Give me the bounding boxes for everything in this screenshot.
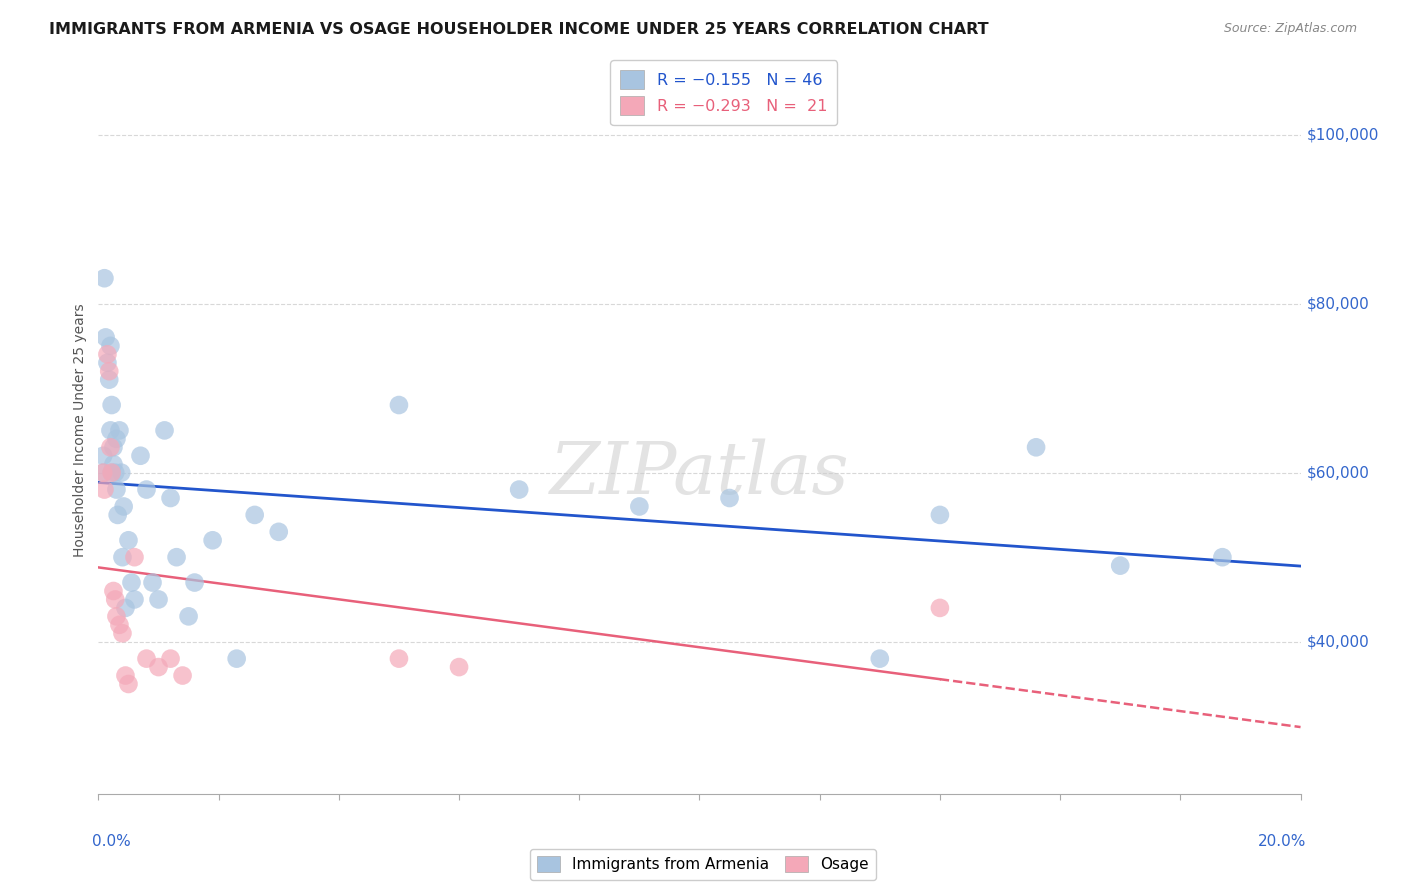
Point xyxy=(100,398,122,412)
Point xyxy=(96,356,118,370)
Point xyxy=(111,550,134,565)
Point xyxy=(94,330,117,344)
Point xyxy=(100,339,122,353)
Point xyxy=(117,533,139,548)
Point xyxy=(110,466,132,480)
Point xyxy=(135,651,157,665)
Point xyxy=(108,424,131,438)
Point xyxy=(93,271,115,285)
Text: ZIPatlas: ZIPatlas xyxy=(550,439,849,509)
Point xyxy=(104,466,127,480)
Point xyxy=(104,592,127,607)
Point xyxy=(114,668,136,682)
Point xyxy=(628,500,651,514)
Point xyxy=(159,651,181,665)
Point xyxy=(107,508,129,522)
Point xyxy=(718,491,741,505)
Point xyxy=(105,483,128,497)
Text: $40,000: $40,000 xyxy=(1306,634,1369,649)
Point xyxy=(98,364,121,378)
Point xyxy=(121,575,143,590)
Point xyxy=(141,575,163,590)
Point xyxy=(103,440,125,454)
Point xyxy=(93,483,115,497)
Point xyxy=(124,550,146,565)
Point xyxy=(103,457,125,471)
Point xyxy=(183,575,205,590)
Point xyxy=(267,524,290,539)
Text: 20.0%: 20.0% xyxy=(1258,834,1306,849)
Point xyxy=(929,601,952,615)
Y-axis label: Householder Income Under 25 years: Householder Income Under 25 years xyxy=(73,303,87,558)
Point xyxy=(96,347,118,361)
Point xyxy=(108,617,131,632)
Point xyxy=(929,508,952,522)
Point xyxy=(388,651,411,665)
Point xyxy=(225,651,247,665)
Point xyxy=(148,660,170,674)
Legend: Immigrants from Armenia, Osage: Immigrants from Armenia, Osage xyxy=(530,848,876,880)
Point xyxy=(117,677,139,691)
Point xyxy=(135,483,157,497)
Point xyxy=(1211,550,1233,565)
Text: $100,000: $100,000 xyxy=(1306,127,1379,142)
Point xyxy=(100,424,122,438)
Point xyxy=(112,500,135,514)
Point xyxy=(100,466,122,480)
Point xyxy=(100,466,122,480)
Point xyxy=(388,398,411,412)
Text: $60,000: $60,000 xyxy=(1306,465,1369,480)
Point xyxy=(1025,440,1047,454)
Point xyxy=(166,550,188,565)
Point xyxy=(100,440,122,454)
Point xyxy=(508,483,530,497)
Point xyxy=(98,373,121,387)
Point xyxy=(124,592,146,607)
Text: 0.0%: 0.0% xyxy=(93,834,131,849)
Point xyxy=(105,432,128,446)
Point xyxy=(153,424,176,438)
Point xyxy=(111,626,134,640)
Text: Source: ZipAtlas.com: Source: ZipAtlas.com xyxy=(1223,22,1357,36)
Legend: R = −0.155   N = 46, R = −0.293   N =  21: R = −0.155 N = 46, R = −0.293 N = 21 xyxy=(610,61,837,125)
Point xyxy=(172,668,194,682)
Point xyxy=(243,508,266,522)
Point xyxy=(129,449,152,463)
Point xyxy=(91,449,114,463)
Point xyxy=(103,584,125,599)
Point xyxy=(105,609,128,624)
Point xyxy=(114,601,136,615)
Point xyxy=(91,466,114,480)
Point xyxy=(1109,558,1132,573)
Point xyxy=(148,592,170,607)
Point xyxy=(177,609,200,624)
Point xyxy=(869,651,891,665)
Text: IMMIGRANTS FROM ARMENIA VS OSAGE HOUSEHOLDER INCOME UNDER 25 YEARS CORRELATION C: IMMIGRANTS FROM ARMENIA VS OSAGE HOUSEHO… xyxy=(49,22,988,37)
Point xyxy=(91,466,114,480)
Point xyxy=(201,533,224,548)
Point xyxy=(159,491,181,505)
Text: $80,000: $80,000 xyxy=(1306,296,1369,311)
Point xyxy=(447,660,470,674)
